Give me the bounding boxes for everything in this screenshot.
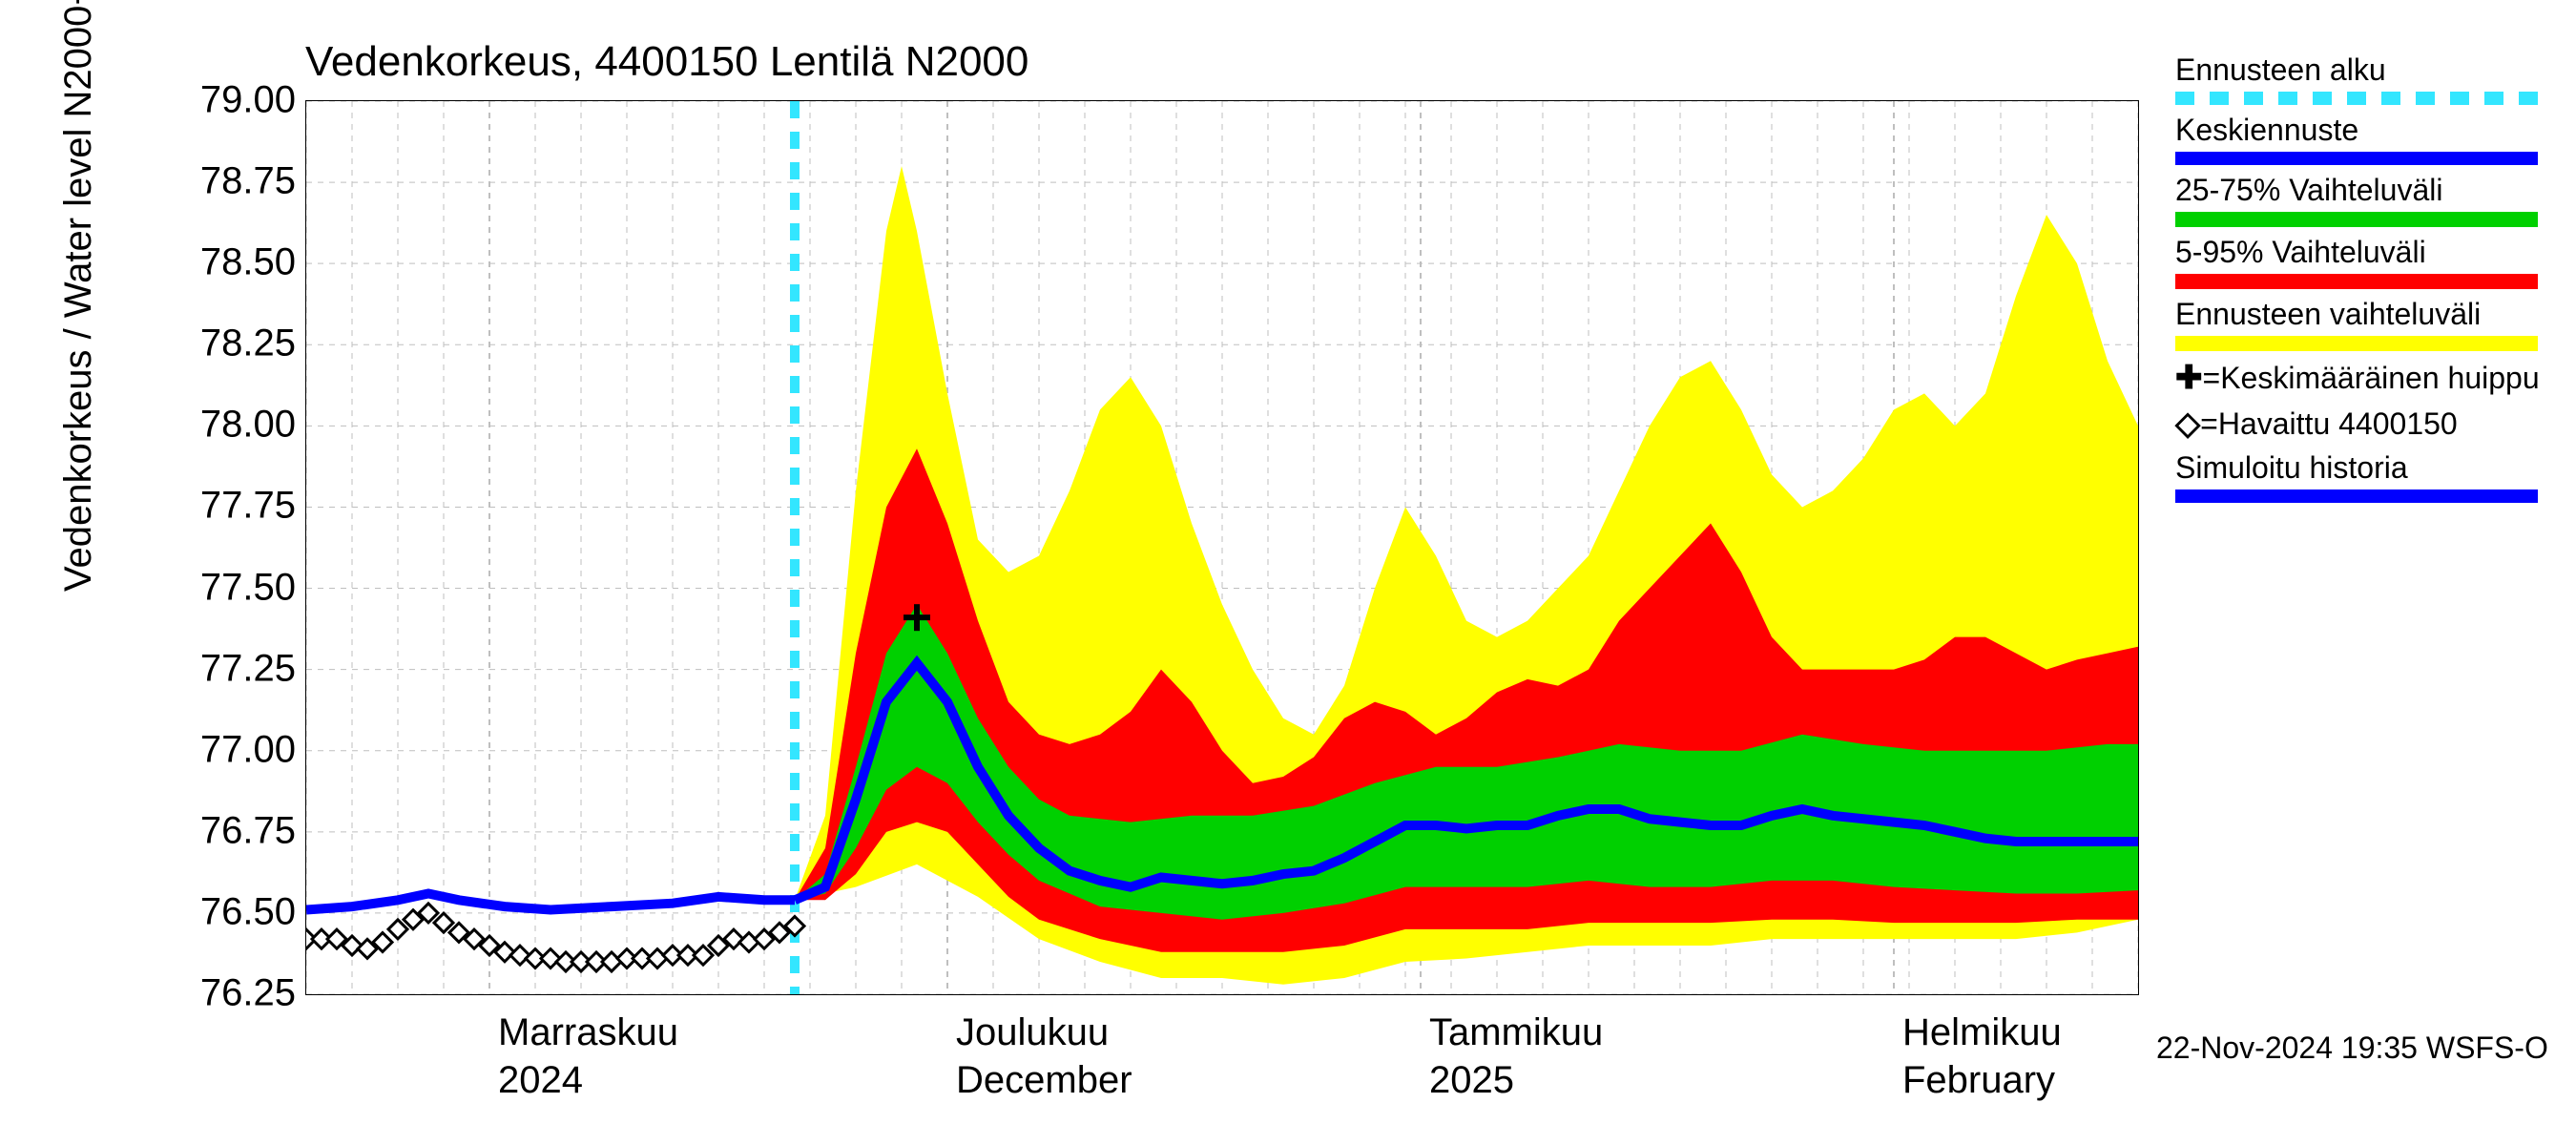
y-tick-label: 78.25 (105, 323, 296, 365)
x-tick-sublabel: 2024 (498, 1059, 583, 1102)
legend-label: Ennusteen vaihteluväli (2175, 297, 2557, 332)
plus-icon: ✚ (2175, 360, 2203, 396)
x-tick-label: Tammikuu (1429, 1011, 1603, 1054)
legend-entry: ✚=Keskimääräinen huippu (2175, 359, 2557, 397)
y-tick-label: 76.50 (105, 890, 296, 933)
legend-swatch (2175, 489, 2538, 503)
observed-marker (739, 933, 758, 952)
x-tick-sublabel: December (956, 1059, 1132, 1102)
legend-entry: Ennusteen vaihteluväli (2175, 297, 2557, 351)
observed-marker (694, 946, 713, 965)
legend-entry: Keskiennuste (2175, 113, 2557, 165)
x-tick-label: Marraskuu (498, 1011, 678, 1054)
legend-label: Ennusteen alku (2175, 52, 2557, 88)
x-tick-sublabel: February (1902, 1059, 2055, 1102)
x-tick-label: Joulukuu (956, 1011, 1109, 1054)
plot-svg (306, 101, 2138, 994)
legend-label: Simuloitu historia (2175, 450, 2557, 486)
legend-entry: 25-75% Vaihteluväli (2175, 173, 2557, 227)
y-tick-label: 76.25 (105, 972, 296, 1015)
y-tick-label: 79.00 (105, 79, 296, 122)
x-tick-label: Helmikuu (1902, 1011, 2062, 1054)
observed-marker (541, 949, 560, 968)
y-tick-label: 77.75 (105, 485, 296, 528)
observed-marker (434, 913, 453, 932)
y-tick-label: 78.00 (105, 404, 296, 447)
observed-marker (510, 946, 530, 965)
plot-area (305, 100, 2139, 995)
legend-entry: Ennusteen alku (2175, 52, 2557, 105)
y-tick-label: 77.00 (105, 728, 296, 771)
chart-container: Vedenkorkeus, 4400150 Lentilä N2000 Vede… (0, 0, 2576, 1145)
legend-entry: ◇=Havaittu 4400150 (2175, 405, 2557, 443)
legend-label: ◇=Havaittu 4400150 (2175, 405, 2557, 443)
y-axis-label: Vedenkorkeus / Water level N2000+m (57, 0, 100, 592)
legend-swatch (2175, 152, 2538, 165)
legend-swatch (2175, 336, 2538, 351)
y-tick-label: 78.75 (105, 160, 296, 203)
observed-marker (648, 949, 667, 968)
legend-entry: Simuloitu historia (2175, 450, 2557, 503)
legend-label: ✚=Keskimääräinen huippu (2175, 359, 2557, 397)
observed-marker (602, 952, 621, 971)
footer-timestamp: 22-Nov-2024 19:35 WSFS-O (2156, 1030, 2548, 1066)
legend-label: 5-95% Vaihteluväli (2175, 235, 2557, 270)
observed-marker (388, 920, 407, 939)
legend-swatch (2175, 92, 2538, 105)
chart-title: Vedenkorkeus, 4400150 Lentilä N2000 (305, 38, 1028, 86)
legend-entry: 5-95% Vaihteluväli (2175, 235, 2557, 289)
y-tick-label: 78.50 (105, 241, 296, 284)
y-tick-label: 77.50 (105, 566, 296, 609)
legend-label: Keskiennuste (2175, 113, 2557, 148)
y-tick-label: 76.75 (105, 809, 296, 852)
legend-swatch (2175, 212, 2538, 227)
legend-swatch (2175, 274, 2538, 289)
legend: Ennusteen alku Keskiennuste 25-75% Vaihtel… (2175, 52, 2557, 510)
y-tick-label: 77.25 (105, 647, 296, 690)
simulated-history-line (306, 893, 795, 909)
legend-label: 25-75% Vaihteluväli (2175, 173, 2557, 208)
diamond-icon: ◇ (2175, 406, 2200, 442)
x-tick-sublabel: 2025 (1429, 1059, 1514, 1102)
